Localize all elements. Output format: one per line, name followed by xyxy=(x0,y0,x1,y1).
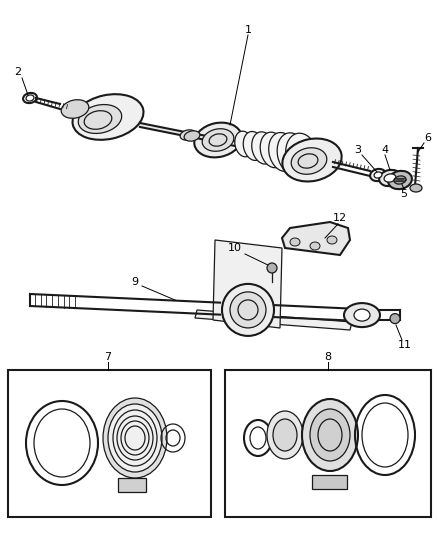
Ellipse shape xyxy=(252,132,275,164)
Ellipse shape xyxy=(277,133,307,175)
Ellipse shape xyxy=(327,236,337,244)
Text: 12: 12 xyxy=(333,213,347,223)
Ellipse shape xyxy=(260,132,286,168)
Polygon shape xyxy=(195,310,352,330)
Ellipse shape xyxy=(302,399,358,471)
Ellipse shape xyxy=(78,104,122,133)
Ellipse shape xyxy=(374,172,382,178)
Text: 4: 4 xyxy=(381,145,389,155)
Ellipse shape xyxy=(370,169,386,181)
Ellipse shape xyxy=(379,170,401,186)
Ellipse shape xyxy=(113,410,157,466)
Ellipse shape xyxy=(243,132,264,160)
Ellipse shape xyxy=(410,184,422,192)
Text: 3: 3 xyxy=(354,145,361,155)
Ellipse shape xyxy=(222,284,274,336)
Text: 1: 1 xyxy=(244,25,251,35)
Polygon shape xyxy=(282,222,350,255)
Ellipse shape xyxy=(125,426,145,450)
Ellipse shape xyxy=(291,148,327,174)
Bar xyxy=(312,475,347,489)
Ellipse shape xyxy=(230,292,266,328)
Text: 9: 9 xyxy=(131,277,138,287)
Ellipse shape xyxy=(384,174,396,182)
Text: 10: 10 xyxy=(228,243,242,253)
Ellipse shape xyxy=(180,130,196,140)
Text: 6: 6 xyxy=(424,133,431,143)
Ellipse shape xyxy=(286,133,318,179)
Ellipse shape xyxy=(121,421,149,455)
Ellipse shape xyxy=(354,309,370,321)
Ellipse shape xyxy=(394,176,406,184)
Polygon shape xyxy=(213,240,282,328)
Ellipse shape xyxy=(290,238,300,246)
Text: 5: 5 xyxy=(400,189,407,199)
Text: 11: 11 xyxy=(398,340,412,350)
Ellipse shape xyxy=(267,263,277,273)
Bar xyxy=(118,478,146,492)
Ellipse shape xyxy=(73,94,144,140)
Ellipse shape xyxy=(61,100,89,118)
Ellipse shape xyxy=(310,409,350,461)
Text: 2: 2 xyxy=(14,67,21,77)
Ellipse shape xyxy=(117,416,153,460)
Ellipse shape xyxy=(267,411,303,459)
Ellipse shape xyxy=(184,131,200,141)
Bar xyxy=(225,370,431,517)
Ellipse shape xyxy=(194,123,242,157)
Ellipse shape xyxy=(283,139,342,182)
Ellipse shape xyxy=(390,313,400,324)
Text: 8: 8 xyxy=(325,352,332,362)
Ellipse shape xyxy=(388,171,412,189)
Bar xyxy=(8,370,211,517)
Ellipse shape xyxy=(26,95,34,101)
Text: 7: 7 xyxy=(104,352,112,362)
Ellipse shape xyxy=(310,242,320,250)
Ellipse shape xyxy=(344,303,380,327)
Ellipse shape xyxy=(202,129,234,151)
Ellipse shape xyxy=(273,419,297,451)
Ellipse shape xyxy=(235,131,253,157)
Ellipse shape xyxy=(268,133,297,172)
Ellipse shape xyxy=(103,398,167,478)
Ellipse shape xyxy=(108,404,162,472)
